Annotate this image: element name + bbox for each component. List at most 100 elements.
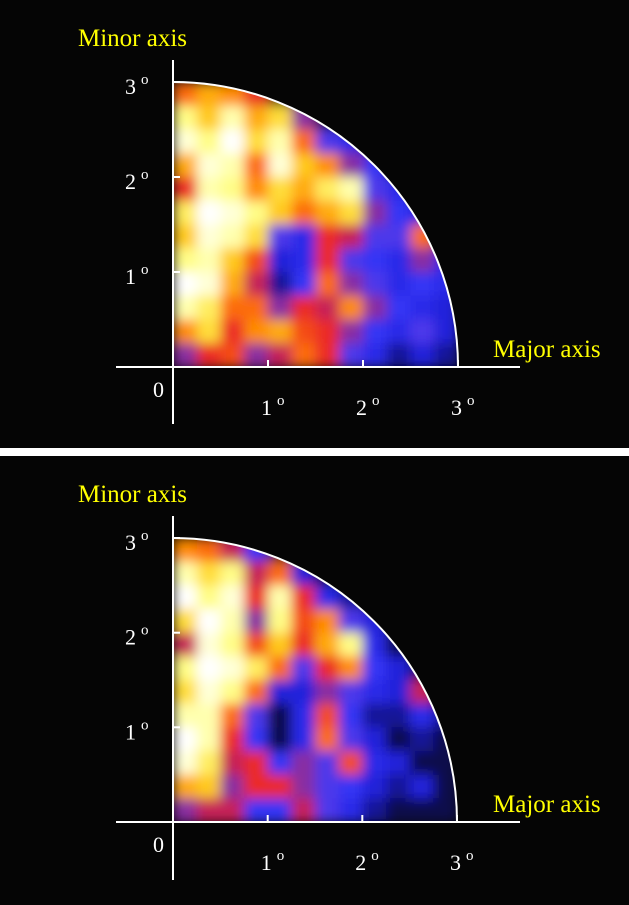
heatmap-cell-group (173, 538, 457, 822)
heatmap-cell (433, 632, 457, 658)
heatmap-cell (386, 224, 412, 250)
heatmap-cell (268, 343, 293, 367)
heatmap-cell (291, 609, 316, 634)
heatmap-cell (220, 153, 246, 178)
heatmap-cell (386, 538, 411, 563)
heatmap-cell (196, 224, 222, 250)
heatmap-cell (433, 609, 457, 634)
heatmap-cell (434, 153, 458, 178)
heatmap-cell (268, 272, 293, 297)
heatmap-cell (196, 129, 222, 155)
heatmap-cell (362, 632, 387, 658)
y-ticks: 1 o 2 o 3 o (125, 528, 180, 744)
heatmap-cell (196, 295, 222, 321)
bottom-heatmap-chart: 0 1 o 2 o 3 o 1 o 2 o 3 o Minor axis Major axis (78, 481, 601, 880)
heatmap-cell (410, 200, 436, 226)
heatmap-cell (196, 105, 222, 131)
heatmap-cell (362, 656, 387, 681)
heatmap-cell (244, 798, 269, 822)
heatmap-cell (315, 751, 340, 776)
heatmap-cell (410, 343, 436, 367)
heatmap-cell (220, 224, 246, 250)
heatmap-cell (363, 319, 388, 345)
heatmap-cell (173, 538, 198, 563)
heatmap-cell (338, 561, 364, 587)
heatmap-cell (410, 319, 436, 345)
heatmap-cell (315, 319, 341, 345)
heatmap-cell (362, 561, 387, 587)
heatmap-cell (315, 343, 341, 367)
heatmap-cell (315, 295, 341, 321)
heatmap-cell (268, 295, 293, 321)
heatmap-cell (363, 200, 388, 226)
heatmap-cell (196, 561, 222, 587)
heatmap-cell (244, 272, 269, 297)
heatmap-cell (433, 656, 457, 681)
heatmap-cell (338, 632, 364, 658)
heatmap-cell (220, 272, 246, 297)
heatmap-cell (434, 177, 458, 202)
heatmap-cell (410, 153, 436, 178)
heatmap-cell (433, 538, 457, 563)
heatmap-cell (291, 224, 317, 250)
heatmap-cell (291, 200, 317, 226)
heatmap-cell (363, 129, 388, 155)
heatmap-cell (338, 609, 364, 634)
heatmap-cell (338, 774, 364, 800)
heatmap-cell (386, 248, 412, 273)
heatmap-cell (173, 751, 198, 776)
heatmap-cell (173, 295, 198, 321)
heatmap-cell (267, 680, 293, 705)
heatmap-cell (268, 319, 293, 345)
heatmap-cell (410, 82, 436, 107)
heatmap-cell (220, 703, 245, 729)
heatmap-cell (409, 751, 435, 776)
heatmap-cell (386, 703, 411, 729)
heatmap-cell (315, 656, 340, 681)
heatmap-cell (362, 798, 387, 822)
heatmap-cell (315, 177, 341, 202)
heatmap-cell (196, 774, 222, 800)
heatmap-cell (339, 319, 364, 345)
heatmap-cell (315, 248, 341, 273)
heatmap-cell (173, 561, 198, 587)
heatmap-cell (315, 82, 341, 107)
heatmap-cell (196, 200, 222, 226)
heatmap-cell (315, 538, 340, 563)
x-ticks: 0 1 o 2 o 3 o (153, 815, 474, 875)
heatmap-cell (267, 774, 293, 800)
heatmap-cell (196, 751, 222, 776)
heatmap-cell (291, 343, 317, 367)
heatmap-cell (315, 200, 341, 226)
heatmap-cell (386, 129, 412, 155)
heatmap-cell (434, 224, 458, 250)
heatmap-cell (173, 272, 198, 297)
heatmap-cell (386, 105, 412, 131)
heatmap-cell (363, 177, 388, 202)
heatmap-cell (220, 129, 246, 155)
heatmap-cell (173, 727, 198, 752)
heatmap-cell (362, 727, 387, 752)
heatmap-cell (267, 609, 293, 634)
quarter-circle-boundary (172, 81, 459, 368)
heatmap-cell (363, 248, 388, 273)
heatmap-cell (386, 82, 412, 107)
heatmap-cell (410, 272, 436, 297)
heatmap-cell (433, 798, 457, 822)
heatmap-cell (244, 703, 269, 729)
heatmap-cell (433, 774, 457, 800)
heatmap-cell (409, 561, 435, 587)
heatmap-cell (244, 751, 269, 776)
heatmap-cell (244, 105, 269, 131)
heatmap-cell (409, 727, 435, 752)
heatmap-cell (434, 82, 458, 107)
heatmap-cell (386, 585, 411, 610)
heatmap-cell (409, 538, 435, 563)
heatmap-cell (268, 224, 293, 250)
heatmap-cell (268, 200, 293, 226)
heatmap-cell (386, 751, 411, 776)
